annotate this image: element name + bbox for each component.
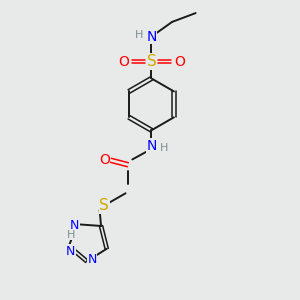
Text: N: N <box>146 30 157 44</box>
Text: N: N <box>87 253 97 266</box>
Text: O: O <box>174 55 185 69</box>
Text: S: S <box>147 54 156 69</box>
Text: H: H <box>160 143 168 153</box>
Text: N: N <box>146 139 157 153</box>
Text: N: N <box>65 245 75 258</box>
Text: N: N <box>70 219 79 232</box>
Text: H: H <box>67 230 75 240</box>
Text: O: O <box>118 55 129 69</box>
Text: H: H <box>135 30 143 40</box>
Text: S: S <box>100 198 109 213</box>
Text: O: O <box>99 153 110 167</box>
